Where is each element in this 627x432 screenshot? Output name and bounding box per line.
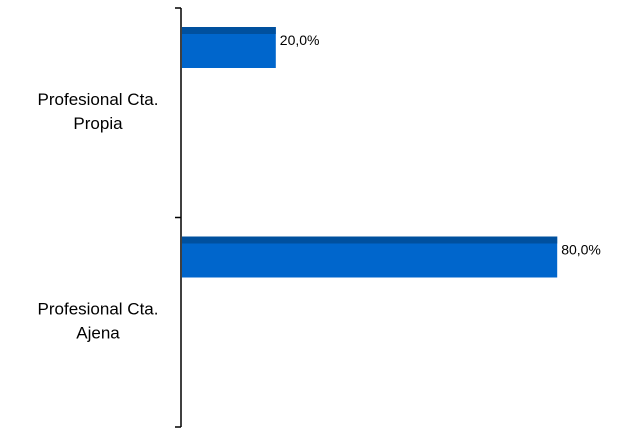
category-label-line: Profesional Cta. bbox=[38, 90, 159, 109]
axis-layer bbox=[175, 7, 182, 428]
category-label-line: Ajena bbox=[76, 323, 120, 342]
labels-layer: 20,0% Profesional Cta. Propia 80,0% Profesio… bbox=[38, 32, 601, 342]
category-label-0: Profesional Cta. Propia bbox=[38, 90, 159, 133]
bar-top-strip-1 bbox=[182, 236, 558, 244]
category-label-line: Profesional Cta. bbox=[38, 299, 159, 318]
data-label-0: 20,0% bbox=[280, 32, 320, 48]
data-label-1: 80,0% bbox=[561, 242, 601, 258]
category-label-1: Profesional Cta. Ajena bbox=[38, 299, 159, 342]
bars-layer bbox=[182, 27, 558, 278]
bar-top-strip-0 bbox=[182, 27, 276, 34]
category-label-line: Propia bbox=[73, 114, 123, 133]
